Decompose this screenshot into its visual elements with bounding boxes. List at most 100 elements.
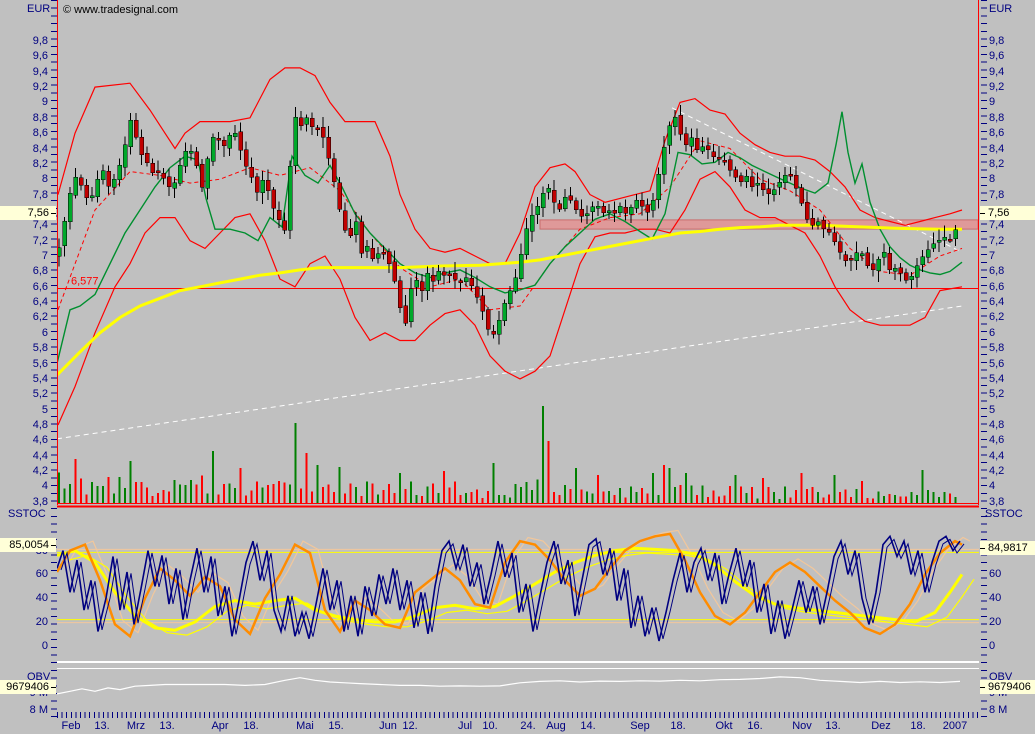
axis-tick-label: 9 <box>41 96 48 108</box>
axis-tick-label: 8 <box>989 173 996 185</box>
currency-label-right: EUR <box>989 3 1013 15</box>
date-axis-label: 2007 <box>942 720 968 732</box>
date-axis-label: Apr <box>211 720 229 732</box>
axis-tick-label: 5,8 <box>989 342 1005 354</box>
bollinger-upper <box>57 67 963 265</box>
axis-tick-label: 4,8 <box>989 419 1005 431</box>
axis-tick-label: 60 <box>989 568 1002 580</box>
axis-tick-label: 9,6 <box>989 50 1005 62</box>
panel-separator <box>57 661 979 663</box>
axis-tick-label: 4,8 <box>32 419 48 431</box>
axis-tick-label: 6,4 <box>989 296 1005 308</box>
obv-panel-top-border <box>57 668 979 669</box>
axis-tick-label: 8,2 <box>32 158 48 170</box>
sstoc-chart-plot[interactable] <box>57 505 979 661</box>
axis-tick-label: 4 <box>989 480 996 492</box>
axis-tick-label: 9,8 <box>989 35 1005 47</box>
date-axis-label: Jun <box>379 720 397 732</box>
date-axis-label: Sep <box>630 720 650 732</box>
axis-tick-label: 5,6 <box>989 358 1005 370</box>
axis-tick-label: 5,4 <box>989 373 1005 385</box>
axis-tick-label: 6,2 <box>32 311 48 323</box>
axis-tick-label: 9,8 <box>32 35 48 47</box>
left-axis-ticks <box>51 0 57 719</box>
axis-tick-label: 8,6 <box>989 127 1005 139</box>
sstoc-panel-label-right: SSTOC <box>985 508 1023 520</box>
axis-tick-label: 5,4 <box>32 373 48 385</box>
axis-tick-label: 4,2 <box>989 465 1005 477</box>
axis-tick-label: 4,6 <box>989 434 1005 446</box>
price-chart-plot[interactable]: 6,577 <box>57 0 979 505</box>
axis-tick-label: 7,4 <box>32 219 48 231</box>
axis-tick-label: 8,8 <box>32 112 48 124</box>
axis-tick-label: 4 <box>41 480 48 492</box>
axis-tick-label: 8 M <box>29 704 48 716</box>
date-axis-label: Aug <box>546 720 566 732</box>
volume-bars <box>58 406 957 503</box>
date-axis-label: 13. <box>159 720 175 732</box>
obv-chart-plot[interactable] <box>57 669 979 712</box>
copyright-text: © www.tradesignal.com <box>63 4 179 16</box>
sstoc-signal-tan <box>64 529 971 634</box>
obv-value-marker-left: 9679406 <box>0 680 56 694</box>
axis-tick-label: 6,8 <box>989 265 1005 277</box>
date-axis-label: 18. <box>910 720 926 732</box>
axis-tick-label: 8,8 <box>989 112 1005 124</box>
obv-line <box>57 676 961 695</box>
axis-tick-label: 0 <box>989 640 996 652</box>
axis-tick-label: 9 <box>989 96 996 108</box>
axis-tick-label: 8,2 <box>989 158 1005 170</box>
axis-tick-label: 8 <box>41 173 48 185</box>
currency-label-left: EUR <box>27 3 51 15</box>
axis-tick-label: 3,8 <box>989 496 1005 508</box>
axis-tick-label: 6,8 <box>32 265 48 277</box>
date-axis-label: 24. <box>520 720 536 732</box>
date-axis-label: Dez <box>871 720 891 732</box>
date-axis-label: Feb <box>61 720 81 732</box>
axis-tick-label: 8 M <box>989 704 1008 716</box>
moving-average-green <box>57 111 963 364</box>
sstoc-fast-navy <box>57 534 961 642</box>
axis-tick-label: 6,4 <box>32 296 48 308</box>
axis-tick-label: 40 <box>989 592 1002 604</box>
axis-tick-label: 20 <box>35 616 48 628</box>
axis-tick-label: 7 <box>989 250 996 262</box>
sstoc-avg-yellow-thin <box>68 552 975 636</box>
right-axis-ticks <box>981 0 987 719</box>
axis-tick-label: 6,6 <box>989 281 1005 293</box>
moving-average-yellow <box>57 223 962 377</box>
date-axis-label: 16. <box>747 720 763 732</box>
axis-tick-label: 5,2 <box>989 388 1005 400</box>
axis-tick-label: 5,2 <box>32 388 48 400</box>
date-axis-label: 13. <box>825 720 841 732</box>
sstoc-fast-navy-2 <box>60 538 965 640</box>
bollinger-lower <box>57 170 963 426</box>
obv-value-marker-right: 9679406 <box>980 680 1035 694</box>
axis-tick-label: 9,6 <box>32 50 48 62</box>
date-axis-label: Mai <box>296 720 314 732</box>
bollinger-middle <box>57 140 963 311</box>
date-axis-label: 15. <box>328 720 344 732</box>
axis-tick-label: 7,2 <box>32 235 48 247</box>
date-axis-label: Jul <box>457 720 473 732</box>
axis-tick-label: 6 <box>41 327 48 339</box>
axis-tick-label: 60 <box>35 568 48 580</box>
axis-tick-label: 6 <box>989 327 996 339</box>
date-axis-label: 14. <box>580 720 596 732</box>
axis-tick-label: 20 <box>989 616 1002 628</box>
date-axis-label: Okt <box>715 720 733 732</box>
axis-tick-label: 7,8 <box>989 189 1005 201</box>
date-axis-label: 12. <box>402 720 418 732</box>
date-axis-label: Nov <box>792 720 812 732</box>
axis-tick-label: 4,4 <box>989 450 1005 462</box>
date-axis-label: 13. <box>94 720 110 732</box>
candlesticks <box>57 105 958 345</box>
axis-tick-label: 6,6 <box>32 281 48 293</box>
axis-tick-label: 7,4 <box>989 219 1005 231</box>
sstoc-panel-label-left: SSTOC <box>8 508 46 520</box>
axis-tick-label: 5,8 <box>32 342 48 354</box>
sstoc-value-marker-right: 84,9817 <box>980 541 1035 555</box>
support-level-label: 6,577 <box>71 276 99 288</box>
axis-tick-label: 7,2 <box>989 235 1005 247</box>
sstoc-value-marker-left: 85,0054 <box>0 538 56 552</box>
